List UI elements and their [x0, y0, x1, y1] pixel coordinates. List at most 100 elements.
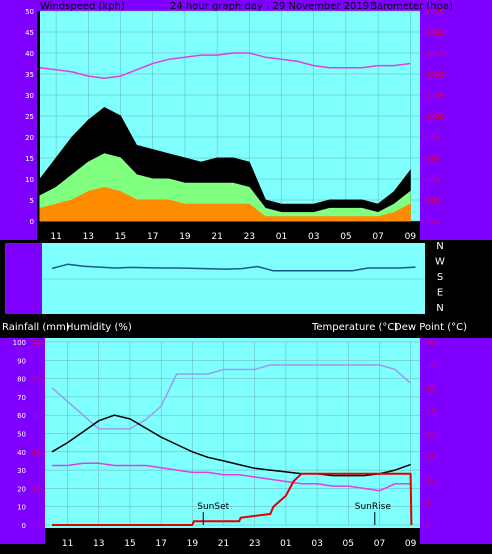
- wind-x-tick-label: 11: [50, 232, 61, 242]
- wind-y-tick-label: 40: [25, 50, 34, 58]
- sunset-label: SunSet: [197, 502, 229, 512]
- barometer-tick-label: 980: [426, 197, 439, 205]
- windspeed-label: Windspeed (kph): [40, 1, 125, 12]
- barometer-tick-label: 1005: [426, 92, 444, 100]
- wind-x-tick-label: 15: [115, 232, 126, 242]
- barometer-tick-label: 1000: [426, 113, 444, 121]
- humidity-tick-label: 10: [17, 504, 26, 512]
- dew-point-series: [52, 462, 411, 492]
- humidity-axis: 0 10 20 30 40 50 60 70 80 90 100: [13, 339, 26, 530]
- barometer-tick-label: 990: [426, 155, 439, 163]
- temp-x-tick-label: 11: [62, 539, 73, 549]
- temp-plot-area: [45, 338, 420, 528]
- humidity-tick-label: 0: [22, 522, 26, 530]
- temp-left-panel: [0, 338, 45, 544]
- wind-y-tick-label: 0: [30, 218, 34, 226]
- rainfall-label: Rainfall (mm): [2, 322, 70, 333]
- wind-y-tick-label: 45: [25, 29, 34, 37]
- direction-axis-label: N: [436, 303, 443, 314]
- humidity-tick-label: 70: [17, 394, 26, 402]
- sun-annotations: SunSet SunRise: [197, 502, 391, 525]
- wind-x-axis: 11 13 15 17 19 21 23 01 03 05 07 09: [50, 232, 416, 242]
- barometer-tick-label: 1015: [426, 50, 444, 58]
- wind-x-tick-label: 19: [179, 232, 191, 242]
- humidity-tick-label: 40: [17, 449, 26, 457]
- humidity-tick-label: 20: [17, 485, 26, 493]
- humidity-tick-label: 100: [13, 339, 26, 347]
- humidity-tick-label: 80: [17, 376, 26, 384]
- temperature-tick-label: 25: [426, 408, 435, 416]
- wind-header-bar: [37, 0, 420, 11]
- temp-x-axis: 11 13 15 17 19 21 23 01 03 05 07 09: [62, 539, 417, 549]
- rainfall-tick-label: 10: [32, 485, 41, 493]
- wind-left-axis: 0 5 10 15 20 25 30 35 40 45 50: [25, 8, 34, 226]
- humidity-series: [51, 414, 411, 477]
- direction-axis-label: S: [437, 272, 443, 283]
- wind-x-tick-label: 01: [276, 232, 287, 242]
- wind-x-tick-label: 03: [308, 232, 319, 242]
- rainfall-tick-label: 30: [32, 412, 41, 420]
- temperature-series: [51, 364, 412, 430]
- temperature-label: Temperature (°C): [311, 322, 398, 333]
- temperature-tick-label: 40: [426, 339, 435, 347]
- wind-x-tick-label: 05: [340, 232, 351, 242]
- wind-y-tick-label: 30: [25, 92, 34, 100]
- humidity-tick-label: 90: [17, 357, 26, 365]
- wind-y-tick-label: 10: [25, 176, 34, 184]
- temperature-tick-label: 0: [426, 522, 430, 530]
- temp-x-tick-label: 03: [311, 539, 322, 549]
- rainfall-tick-label: 0: [37, 522, 41, 530]
- barometer-tick-label: 995: [426, 134, 439, 142]
- direction-left-panel: [5, 243, 42, 314]
- temp-x-tick-label: 23: [249, 539, 260, 549]
- temperature-tick-label: 30: [426, 385, 435, 393]
- temp-x-tick-label: 17: [155, 539, 166, 549]
- sunrise-label: SunRise: [355, 502, 392, 512]
- barometer-axis: 975 980 985 990 995 1000 1005 1010 1015 1020 1025: [426, 8, 444, 226]
- rainfall-tick-label: 20: [32, 449, 41, 457]
- wind-avg-series: [39, 186, 411, 222]
- wind-x-tick-label: 21: [211, 232, 222, 242]
- dew-point-label: Dew Point (°C): [394, 322, 467, 333]
- wind-x-tick-label: 17: [147, 232, 158, 242]
- barometer-tick-label: 1025: [426, 8, 444, 16]
- humidity-tick-label: 50: [17, 431, 26, 439]
- wind-x-tick-label: 09: [405, 232, 417, 242]
- direction-axis-label: E: [437, 288, 443, 299]
- barometer-tick-label: 1020: [426, 29, 444, 37]
- temp-series: [51, 364, 413, 526]
- humidity-tick-label: 60: [17, 412, 26, 420]
- wind-series: [39, 52, 411, 222]
- temp-x-tick-label: 13: [93, 539, 104, 549]
- rainfall-axis: 0 10 20 30 40 50: [32, 339, 41, 530]
- temp-right-panel: [420, 338, 492, 544]
- temp-x-tick-label: 01: [280, 539, 291, 549]
- temperature-tick-label: 20: [426, 431, 435, 439]
- wind-x-tick-label: 07: [372, 232, 383, 242]
- temp-x-tick-label: 15: [124, 539, 135, 549]
- temperature-tick-label: 10: [426, 476, 435, 484]
- barometer-tick-label: 975: [426, 218, 439, 226]
- barometer-label: Barometer (hpa): [370, 1, 453, 12]
- wind-y-tick-label: 5: [30, 197, 34, 205]
- temperature-axis: 0 5 10 15 20 25 30 35 40: [426, 339, 435, 530]
- barometer-tick-label: 985: [426, 176, 439, 184]
- direction-plot-area: [42, 243, 425, 314]
- wind-left-panel: [0, 0, 37, 240]
- wind-y-tick-label: 15: [25, 155, 34, 163]
- direction-axis-label: N: [436, 241, 443, 252]
- temp-x-tick-label: 07: [374, 539, 385, 549]
- rainfall-series: [52, 472, 413, 526]
- wind-x-tick-label: 13: [83, 232, 94, 242]
- graph-title: 24 hour graph day : 29 November 2019: [170, 1, 369, 12]
- humidity-label: Humidity (%): [66, 322, 132, 333]
- temperature-tick-label: 15: [426, 453, 435, 461]
- barometer-tick-label: 1010: [426, 71, 444, 79]
- direction-axis-label: W: [435, 257, 445, 268]
- wind-y-tick-label: 20: [25, 134, 34, 142]
- humidity-tick-label: 30: [17, 467, 26, 475]
- direction-series-line: [51, 263, 416, 272]
